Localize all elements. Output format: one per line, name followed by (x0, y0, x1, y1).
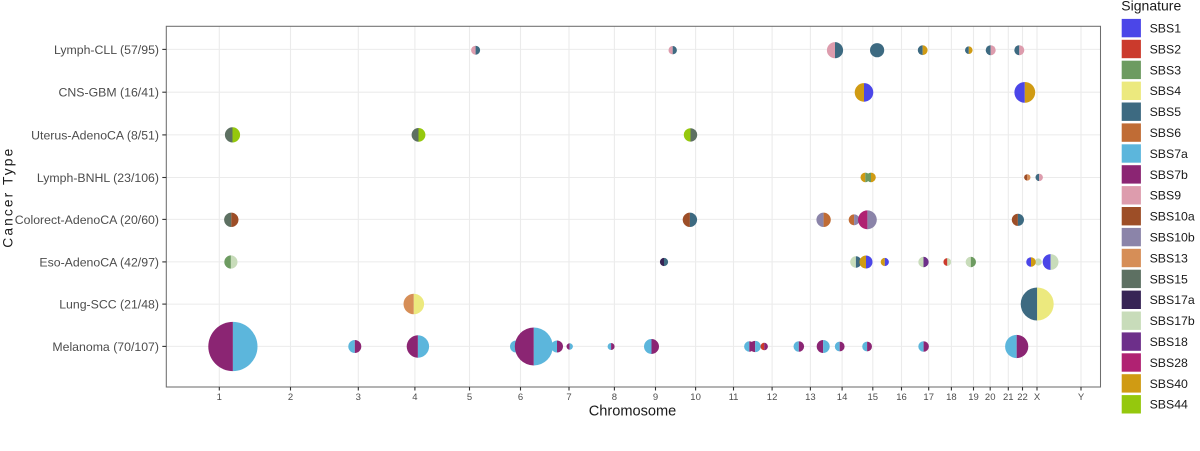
svg-text:4: 4 (412, 392, 417, 403)
svg-text:Uterus-AdenoCA (8/51): Uterus-AdenoCA (8/51) (31, 128, 159, 142)
svg-text:Melanoma (70/107): Melanoma (70/107) (52, 340, 159, 354)
svg-text:SBS17a: SBS17a (1150, 293, 1195, 307)
svg-text:SBS6: SBS6 (1150, 126, 1182, 140)
svg-text:7: 7 (566, 392, 571, 403)
svg-text:SBS1: SBS1 (1150, 22, 1182, 36)
svg-text:18: 18 (946, 392, 957, 403)
svg-text:22: 22 (1017, 392, 1028, 403)
svg-text:SBS10b: SBS10b (1150, 231, 1195, 245)
svg-text:SBS5: SBS5 (1150, 105, 1182, 119)
svg-text:8: 8 (612, 392, 617, 403)
svg-text:1: 1 (217, 392, 222, 403)
svg-text:SBS7b: SBS7b (1150, 168, 1188, 182)
svg-text:X: X (1034, 392, 1041, 403)
svg-text:SBS13: SBS13 (1150, 251, 1188, 265)
svg-text:CNS-GBM (16/41): CNS-GBM (16/41) (59, 86, 159, 100)
svg-text:9: 9 (653, 392, 658, 403)
svg-text:SBS40: SBS40 (1150, 377, 1188, 391)
svg-text:3: 3 (356, 392, 361, 403)
svg-text:6: 6 (518, 392, 523, 403)
svg-text:Eso-AdenoCA (42/97): Eso-AdenoCA (42/97) (39, 255, 159, 269)
svg-text:19: 19 (968, 392, 979, 403)
svg-text:16: 16 (896, 392, 907, 403)
svg-text:SBS10a: SBS10a (1150, 210, 1195, 224)
svg-text:SBS28: SBS28 (1150, 356, 1188, 370)
svg-text:Lymph-BNHL (23/106): Lymph-BNHL (23/106) (37, 171, 159, 185)
svg-text:5: 5 (467, 392, 472, 403)
svg-text:SBS9: SBS9 (1150, 189, 1182, 203)
svg-text:Cancer Type: Cancer Type (0, 147, 15, 248)
svg-text:SBS7a: SBS7a (1150, 147, 1188, 161)
svg-text:14: 14 (837, 392, 848, 403)
svg-text:17: 17 (923, 392, 934, 403)
svg-text:Lung-SCC (21/48): Lung-SCC (21/48) (59, 298, 159, 312)
svg-text:SBS4: SBS4 (1150, 84, 1182, 98)
svg-text:13: 13 (805, 392, 816, 403)
svg-text:Lymph-CLL (57/95): Lymph-CLL (57/95) (54, 43, 159, 57)
svg-text:11: 11 (729, 392, 739, 403)
svg-text:10: 10 (690, 392, 701, 403)
svg-text:2: 2 (288, 392, 293, 403)
svg-text:Y: Y (1078, 392, 1085, 403)
svg-text:SBS18: SBS18 (1150, 335, 1188, 349)
svg-text:12: 12 (767, 392, 778, 403)
svg-text:SBS3: SBS3 (1150, 63, 1182, 77)
svg-text:21: 21 (1003, 392, 1014, 403)
svg-text:Signature: Signature (1121, 0, 1181, 14)
svg-text:SBS44: SBS44 (1150, 398, 1188, 412)
svg-text:SBS17b: SBS17b (1150, 314, 1195, 328)
svg-text:Chromosome: Chromosome (589, 404, 677, 420)
svg-text:15: 15 (868, 392, 879, 403)
svg-text:SBS2: SBS2 (1150, 42, 1182, 56)
svg-text:Colorect-AdenoCA (20/60): Colorect-AdenoCA (20/60) (15, 213, 159, 227)
svg-text:20: 20 (985, 392, 996, 403)
svg-text:SBS15: SBS15 (1150, 272, 1188, 286)
